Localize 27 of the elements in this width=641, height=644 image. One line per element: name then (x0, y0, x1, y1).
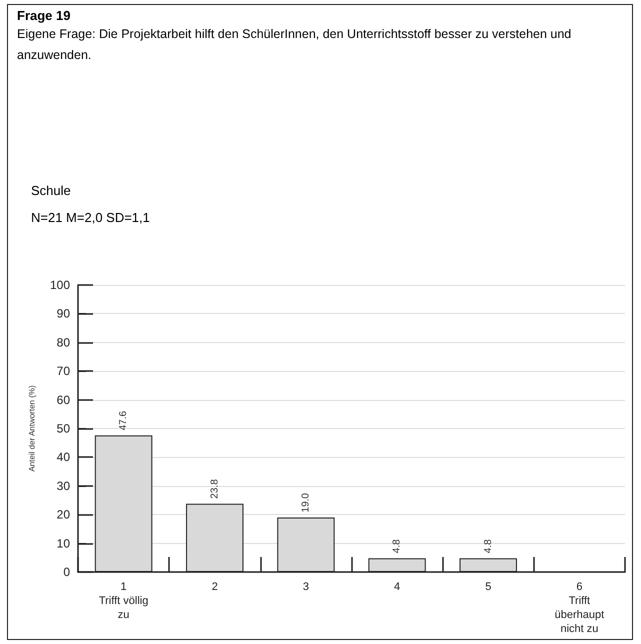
y-tick-label: 100 (50, 278, 70, 292)
y-tick-label: 60 (56, 392, 70, 407)
chart-title: Frage 19 (17, 8, 70, 23)
y-tick-label: 30 (56, 478, 70, 493)
x-tick-label: 6 Trifft überhaupt nicht zu (554, 581, 604, 635)
x-tick-label: 3 (302, 581, 309, 593)
y-tick-label: 10 (56, 536, 70, 550)
data-label: 23.8 (209, 478, 220, 499)
y-tick-label: 50 (56, 422, 70, 436)
data-label: 4.8 (482, 538, 494, 554)
data-label: 19.0 (300, 492, 312, 512)
y-tick-label: 20 (56, 508, 70, 522)
y-tick-label: 70 (56, 364, 70, 378)
y-tick-label: 80 (56, 335, 70, 350)
y-tick-label: 90 (56, 306, 70, 321)
y-tick-label: 0 (63, 565, 70, 579)
x-tick-label: 1 Trifft völlig zu (98, 581, 148, 621)
data-label: 4.8 (392, 538, 403, 554)
text: N=21 M=2,0 SD=1,1 (31, 210, 150, 225)
x-tick-label: 2 (212, 581, 218, 593)
data-label: 47.6 (118, 410, 130, 430)
x-tick-label: 5 (485, 581, 492, 593)
x-tick-label: 4 (394, 581, 400, 593)
chart-subtitle: Eigene Frage: Die Projektarbeit hilft den SchülerInnen, den Unterrichtsstoff besser zu verstehen und anzuwenden. (17, 26, 572, 64)
y-tick-label: 40 (56, 450, 70, 464)
text: Schule (31, 183, 71, 198)
y-axis-title: Anteil der Antworten (%) (28, 385, 36, 472)
